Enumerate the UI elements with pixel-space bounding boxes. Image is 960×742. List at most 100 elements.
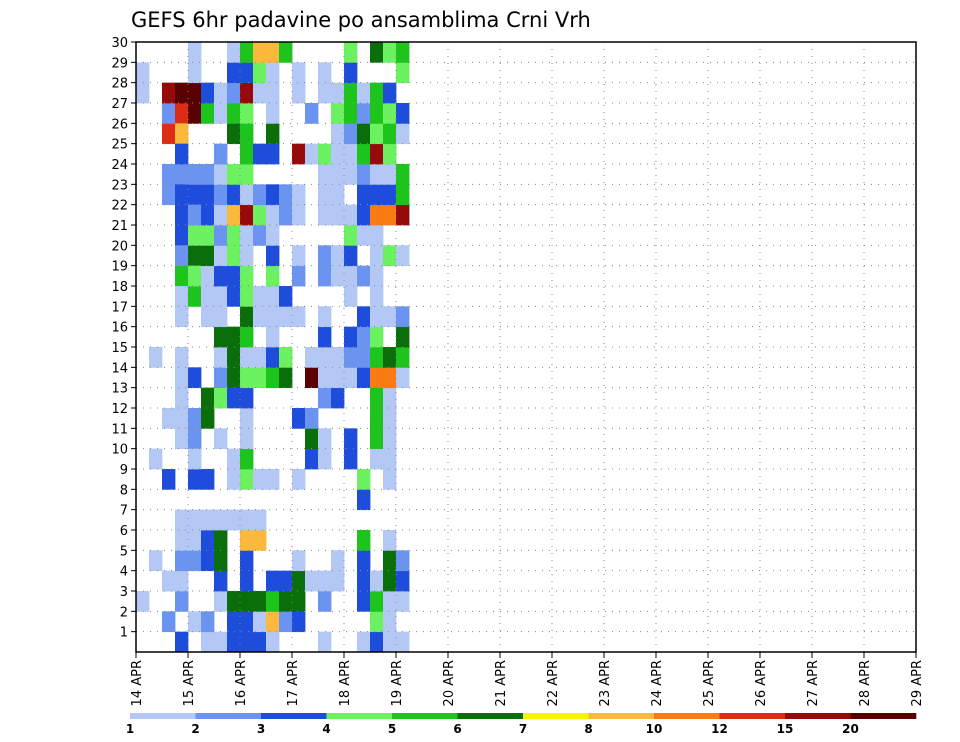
y-tick-label: 18 bbox=[111, 280, 128, 295]
precip-cell bbox=[344, 42, 358, 63]
precip-cell bbox=[370, 448, 384, 470]
precip-cell bbox=[305, 428, 319, 450]
precip-cell bbox=[383, 428, 397, 450]
precip-cell bbox=[227, 326, 241, 348]
precip-cell bbox=[331, 387, 345, 409]
precip-cell bbox=[396, 123, 410, 145]
precip-cell bbox=[331, 143, 345, 165]
precip-cell bbox=[331, 82, 345, 104]
precip-cell bbox=[253, 367, 267, 389]
precip-cell bbox=[188, 265, 202, 287]
y-tick-label: 5 bbox=[120, 544, 128, 559]
y-tick-label: 8 bbox=[120, 483, 128, 498]
precip-cell bbox=[266, 82, 280, 104]
precip-cell bbox=[357, 550, 371, 572]
precip-cell bbox=[357, 347, 371, 368]
precip-cell bbox=[188, 367, 202, 389]
precip-cell bbox=[227, 469, 241, 490]
precip-cell bbox=[240, 448, 254, 470]
precip-cell bbox=[214, 286, 228, 307]
y-tick-label: 7 bbox=[120, 504, 128, 519]
precip-cell bbox=[370, 204, 384, 226]
precip-cell bbox=[370, 164, 384, 185]
precip-cell bbox=[383, 469, 397, 490]
precip-cell bbox=[292, 245, 306, 267]
precip-cell bbox=[240, 367, 254, 389]
precip-cell bbox=[344, 82, 358, 104]
precip-cell bbox=[175, 245, 189, 267]
precip-cell bbox=[175, 530, 189, 551]
legend-label: 12 bbox=[711, 722, 728, 736]
precip-cell bbox=[214, 387, 228, 409]
precip-cell bbox=[214, 591, 228, 612]
precip-cell bbox=[266, 347, 280, 368]
precip-cell bbox=[188, 286, 202, 307]
precip-cell bbox=[292, 611, 306, 633]
precip-cell bbox=[201, 184, 215, 206]
precip-cell bbox=[383, 204, 397, 226]
precip-cell bbox=[318, 164, 332, 185]
precip-cell bbox=[201, 103, 215, 124]
precip-cell bbox=[318, 143, 332, 165]
precip-cell bbox=[370, 103, 384, 124]
precip-cell bbox=[240, 570, 254, 592]
precip-cell bbox=[370, 611, 384, 633]
precip-cell bbox=[292, 184, 306, 206]
precip-cell bbox=[396, 631, 410, 653]
precip-cell bbox=[240, 204, 254, 226]
precip-cell bbox=[253, 204, 267, 226]
y-tick-label: 1 bbox=[120, 626, 128, 641]
precip-cell bbox=[383, 367, 397, 389]
legend-swatch bbox=[719, 713, 786, 719]
legend-swatch bbox=[850, 713, 917, 719]
precip-cell bbox=[318, 347, 332, 368]
precip-cell bbox=[201, 204, 215, 226]
precip-cell bbox=[370, 123, 384, 145]
precip-cell bbox=[240, 245, 254, 267]
precip-cell bbox=[292, 306, 306, 328]
precip-cell bbox=[214, 225, 228, 246]
precip-cell bbox=[370, 591, 384, 612]
precip-cell bbox=[201, 164, 215, 185]
precip-cell bbox=[318, 448, 332, 470]
precip-cell bbox=[149, 550, 163, 572]
y-tick-label: 24 bbox=[111, 158, 128, 173]
precip-cell bbox=[253, 143, 267, 165]
precip-cell bbox=[266, 225, 280, 246]
precip-cell bbox=[227, 347, 241, 368]
precip-cell bbox=[175, 387, 189, 409]
precip-cell bbox=[396, 550, 410, 572]
precip-cell bbox=[279, 306, 293, 328]
precip-cell bbox=[318, 387, 332, 409]
legend-label: 20 bbox=[842, 722, 859, 736]
precip-cell bbox=[357, 143, 371, 165]
precip-cell bbox=[305, 570, 319, 592]
precip-cell bbox=[383, 82, 397, 104]
x-tick-label: 14 APR bbox=[130, 660, 145, 706]
precip-cell bbox=[318, 204, 332, 226]
precip-cell bbox=[292, 62, 306, 84]
precip-cell bbox=[162, 82, 176, 104]
y-tick-label: 2 bbox=[120, 605, 128, 620]
legend-label: 6 bbox=[453, 722, 461, 736]
precip-cell bbox=[253, 469, 267, 490]
y-tick-label: 20 bbox=[111, 239, 128, 254]
precip-cell bbox=[305, 143, 319, 165]
precip-cell bbox=[253, 42, 267, 63]
precip-cell bbox=[370, 570, 384, 592]
precip-cell bbox=[318, 631, 332, 653]
x-tick-label: 24 APR bbox=[650, 660, 665, 706]
precip-cell bbox=[370, 42, 384, 63]
precip-cell bbox=[188, 164, 202, 185]
precip-cell bbox=[188, 225, 202, 246]
y-axis: 1234567891011121314151617181920212223242… bbox=[111, 36, 136, 641]
precip-cell bbox=[318, 326, 332, 348]
precip-cell bbox=[396, 306, 410, 328]
y-tick-label: 12 bbox=[111, 402, 128, 417]
precip-cell bbox=[240, 62, 254, 84]
precip-cell bbox=[227, 591, 241, 612]
precip-cell bbox=[266, 367, 280, 389]
precip-cell bbox=[175, 509, 189, 531]
precip-cell bbox=[214, 530, 228, 551]
precip-cell bbox=[357, 591, 371, 612]
